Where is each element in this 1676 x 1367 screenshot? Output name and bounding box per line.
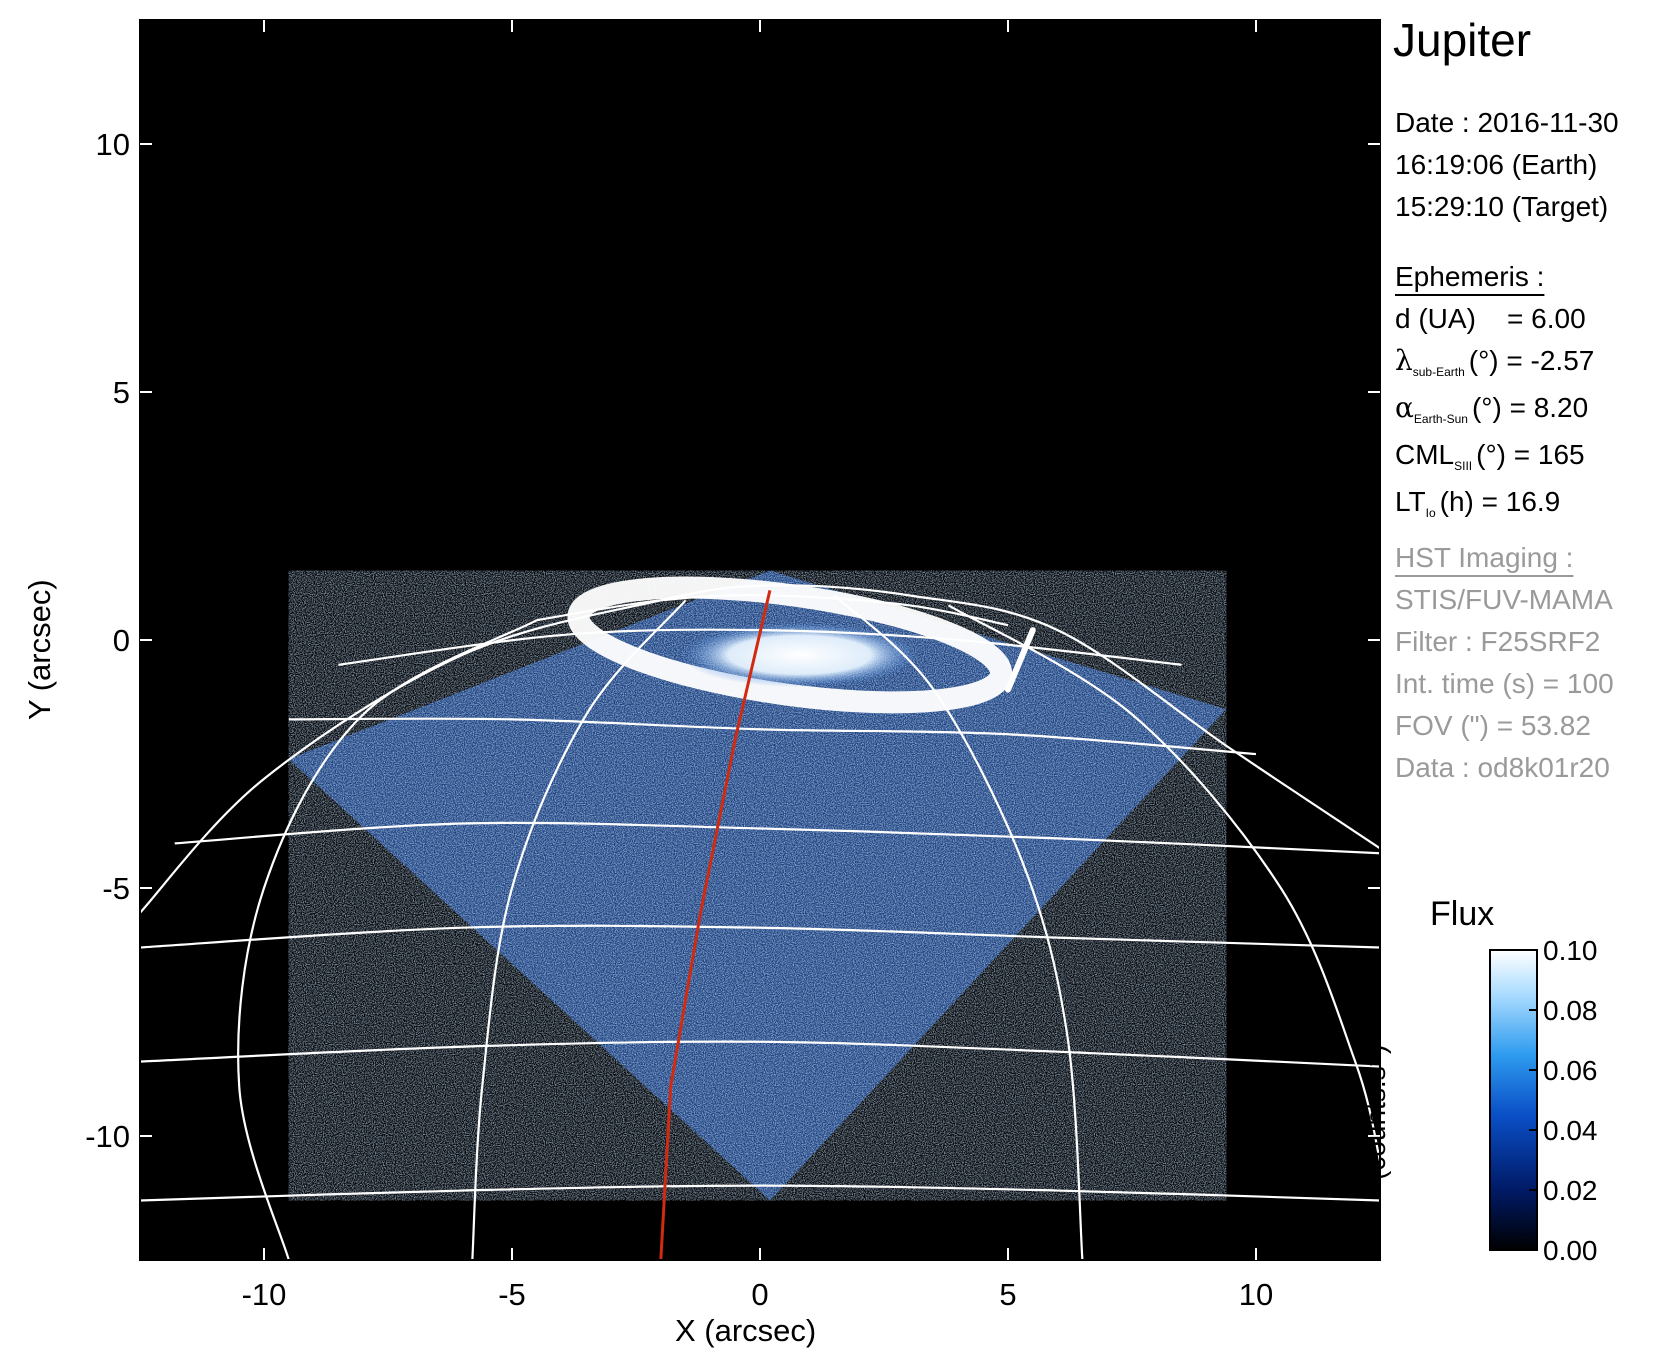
y-tick-label: -5 (102, 871, 130, 906)
planet-title: Jupiter (1393, 14, 1532, 66)
io-footprint-tail (1005, 627, 1036, 693)
x-axis-title: X (arcsec) (675, 1313, 817, 1348)
x-tick-label: -10 (242, 1277, 287, 1312)
date-block: Date : 2016-11-30 16:19:06 (Earth) 15:29… (1395, 102, 1619, 228)
date-line: Date : 2016-11-30 (1395, 107, 1619, 138)
lambda-subscript: sub-Earth (1412, 365, 1465, 379)
y-tick-label: -10 (85, 1119, 130, 1154)
longitude-line-0 (237, 619, 538, 1260)
colorbar-tick-label: 0.02 (1543, 1175, 1598, 1206)
latitude-line-4 (140, 924, 1380, 949)
sub-earth-latitude-row: λsub-Earth (°) = -2.57 (1395, 340, 1594, 387)
cml-row: CMLSIII (°) = 165 (1395, 434, 1594, 481)
target-time-line: 15:29:10 (Target) (1395, 191, 1609, 222)
colorbar-unit-sup: -1 (1361, 1053, 1378, 1067)
lt-value: (h) = 16.9 (1439, 486, 1561, 517)
ephemeris-header: Ephemeris : (1395, 261, 1545, 292)
latitude-line-6 (140, 1184, 1380, 1202)
latitude-line-3 (174, 821, 1380, 855)
hst-data-id: Data : od8k01r20 (1395, 752, 1610, 783)
x-tick-label: 0 (751, 1277, 768, 1312)
y-axis-title: Y (arcsec) (22, 579, 57, 720)
hst-fov: FOV (") = 53.82 (1395, 710, 1591, 741)
lt-label: LT (1395, 486, 1426, 517)
phase-angle-row: αEarth-Sun (°) = 8.20 (1395, 387, 1594, 434)
longitude-line-3 (947, 604, 1380, 1162)
earth-time-line: 16:19:06 (Earth) (1395, 149, 1598, 180)
lt-subscript: Io (1425, 506, 1436, 520)
distance-row: d (UA) = 6.00 (1395, 298, 1594, 340)
y-tick-label: 5 (113, 375, 130, 410)
colorbar-ticks: 0.00 0.02 0.04 0.06 0.08 0.10 (1529, 935, 1598, 1266)
x-tick-label: -5 (498, 1277, 526, 1312)
latitude-line-5 (140, 1040, 1380, 1068)
alpha-subscript: Earth-Sun (1413, 412, 1468, 426)
local-time-io-row: LTIo (h) = 16.9 (1395, 481, 1594, 528)
longitude-line-1 (471, 599, 687, 1260)
central-meridian-line (659, 590, 772, 1260)
longitude-line-2 (833, 594, 1084, 1260)
hst-header: HST Imaging : (1395, 542, 1574, 573)
cml-value: (°) = 165 (1476, 439, 1585, 470)
colorbar-tick-label: 0.08 (1543, 995, 1598, 1026)
hst-instrument: STIS/FUV-MAMA (1395, 584, 1613, 615)
x-axis-ticks: -10 -5 0 5 10 (242, 20, 1273, 1312)
colorbar-title: Flux (1430, 895, 1495, 933)
distance-label: d (UA) (1395, 303, 1476, 334)
colorbar-gradient (1489, 949, 1538, 1251)
colorbar-unit-text: (counts.s (1360, 1066, 1391, 1180)
distance-value: = 6.00 (1475, 303, 1586, 334)
y-axis-ticks: -10 -5 0 5 10 (85, 127, 1380, 1154)
lambda-symbol: λ (1395, 344, 1413, 377)
ephemeris-block: Ephemeris : d (UA) = 6.00 λsub-Earth (°) … (1395, 256, 1594, 528)
planet-grid (140, 584, 1380, 1260)
y-tick-label: 0 (113, 623, 130, 658)
field-of-view-noise (288, 570, 1227, 1201)
hst-int-time: Int. time (s) = 100 (1395, 668, 1614, 699)
x-tick-label: 5 (999, 1277, 1016, 1312)
cml-label: CML (1395, 439, 1455, 470)
hst-block: HST Imaging : STIS/FUV-MAMA Filter : F25… (1395, 537, 1614, 789)
colorbar-unit: (counts.s-1) (1360, 1045, 1392, 1180)
cml-subscript: SIII (1454, 459, 1473, 473)
colorbar-tick-label: 0.06 (1543, 1055, 1598, 1086)
y-tick-label: 10 (96, 127, 130, 162)
alpha-value: (°) = 8.20 (1471, 392, 1589, 423)
planet-limb (140, 584, 1380, 914)
polar-emission (680, 622, 919, 688)
colorbar-tick-label: 0.04 (1543, 1115, 1598, 1146)
x-tick-label: 10 (1239, 1277, 1273, 1312)
colorbar-unit-close: ) (1360, 1044, 1391, 1054)
hst-filter: Filter : F25SRF2 (1395, 626, 1601, 657)
latitude-line-2 (288, 717, 1257, 756)
colorbar-tick-label: 0.00 (1543, 1235, 1598, 1266)
lambda-value: (°) = -2.57 (1468, 345, 1595, 376)
colorbar-tick-label: 0.10 (1543, 935, 1598, 966)
alpha-symbol: α (1395, 391, 1414, 424)
